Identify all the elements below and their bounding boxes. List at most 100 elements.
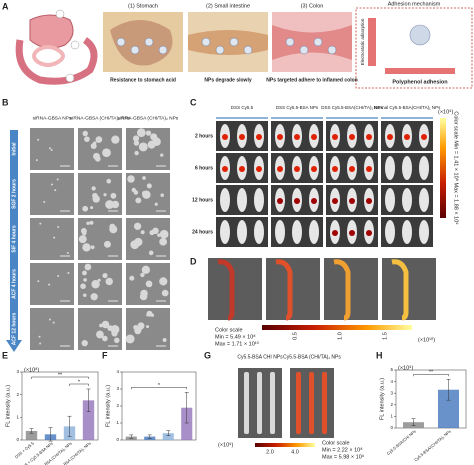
mouse	[254, 220, 264, 244]
sem-image	[30, 263, 74, 305]
group-header: Normal Cy5.5-BSA(CHI/TA)₁ NPs	[374, 105, 441, 110]
colon	[309, 372, 314, 434]
particle	[81, 339, 88, 347]
particle	[146, 325, 150, 329]
mouse	[402, 156, 412, 180]
np-icon	[144, 37, 154, 47]
y-tick-label: 3	[390, 390, 393, 395]
particle	[147, 140, 156, 149]
particle	[160, 153, 164, 157]
y-tick-label: 2	[390, 402, 393, 407]
y-tick-label: 4	[390, 379, 393, 384]
mouse	[220, 188, 230, 212]
panel-label: E	[2, 350, 8, 360]
step-caption: NPs targeted adhere to inflamed colon	[266, 77, 357, 83]
particle	[102, 272, 108, 279]
scale-min: Min = 2.22 × 10⁸	[322, 446, 363, 453]
particle	[78, 235, 87, 244]
y-tick-label: 1	[390, 414, 393, 419]
significance: *	[158, 383, 161, 389]
error-bar	[184, 392, 189, 424]
signal	[277, 198, 283, 204]
particle	[162, 337, 167, 342]
mechanism-bottom: Polyphenol adhesion	[392, 79, 448, 85]
signal	[332, 198, 338, 204]
signal	[421, 134, 427, 140]
particle	[94, 155, 101, 162]
mouse	[292, 220, 302, 244]
error-bar	[411, 418, 416, 426]
colorbar-unit: (×10⁹)	[438, 108, 454, 115]
mouse	[385, 156, 395, 180]
significance-bracket	[69, 383, 89, 386]
panel-label: G	[204, 350, 211, 360]
mouse	[402, 220, 412, 244]
signal	[349, 198, 355, 204]
scale-max: Max = 5.98 × 10⁹	[322, 453, 364, 460]
colorbar	[262, 325, 412, 330]
signal	[366, 230, 372, 236]
particle	[96, 330, 104, 339]
y-axis-label: FL intensity (a.u.)	[5, 385, 11, 427]
plot-frame	[21, 371, 99, 441]
particle	[105, 277, 113, 286]
particle	[102, 148, 111, 158]
particle	[160, 193, 164, 197]
signal	[366, 198, 372, 204]
x-tick-label: Cy5.5-BSA/CHI NPs	[386, 429, 417, 456]
particle	[91, 280, 100, 289]
particle	[139, 292, 148, 301]
colon	[270, 372, 275, 434]
group-header: DSS Cy5.5-BSA(CHI/TA)₁ NPs	[321, 105, 383, 110]
np-icon	[285, 37, 295, 47]
particle	[38, 335, 41, 338]
significance: *	[78, 379, 81, 385]
group-bar	[271, 117, 323, 119]
signal	[404, 134, 410, 140]
colorbar-tick: 0.5	[292, 332, 298, 340]
particle	[80, 283, 86, 290]
np-icon	[158, 45, 168, 55]
bar	[438, 389, 459, 428]
particle	[91, 186, 96, 191]
scale-max: Max = 1.71 × 10¹⁰	[215, 340, 260, 347]
particle	[35, 159, 38, 162]
image-title: Cy5.5-BSA CHI NPs	[237, 354, 283, 360]
particle	[37, 280, 40, 283]
particle	[90, 206, 94, 210]
row-label: SIF 4 hours	[11, 225, 17, 252]
particle	[159, 277, 168, 286]
step-title: (3) Colon	[301, 3, 324, 9]
y-tick-label: 1	[16, 415, 19, 420]
particle	[57, 226, 60, 229]
signal	[311, 166, 317, 172]
signal	[277, 134, 283, 140]
y-axis-label: FL intensity (a.u.)	[105, 385, 111, 427]
adsorption-bar	[368, 18, 376, 66]
signal	[332, 230, 338, 236]
bar	[25, 430, 38, 440]
particle	[159, 229, 169, 239]
particle	[159, 237, 168, 246]
particle	[54, 189, 57, 192]
particle	[82, 270, 87, 276]
particle	[82, 243, 91, 252]
significance-bracket	[131, 387, 187, 390]
panel-label: F	[102, 350, 108, 360]
bar	[181, 407, 193, 440]
step-title: (2) Small intestine	[206, 3, 250, 9]
sem-image	[30, 308, 74, 350]
row-label: Initial	[11, 142, 17, 156]
particle	[37, 138, 40, 141]
mouse	[275, 220, 285, 244]
y-tick-label: 3	[116, 386, 119, 391]
colorbar-unit: (×10¹⁰)	[418, 336, 435, 343]
particle	[161, 289, 169, 297]
particle	[138, 142, 148, 152]
error-bar	[29, 428, 34, 434]
panel-label: D	[190, 256, 197, 266]
particle	[82, 205, 89, 212]
signal	[222, 134, 228, 140]
particle	[127, 175, 135, 183]
mouse	[419, 156, 429, 180]
